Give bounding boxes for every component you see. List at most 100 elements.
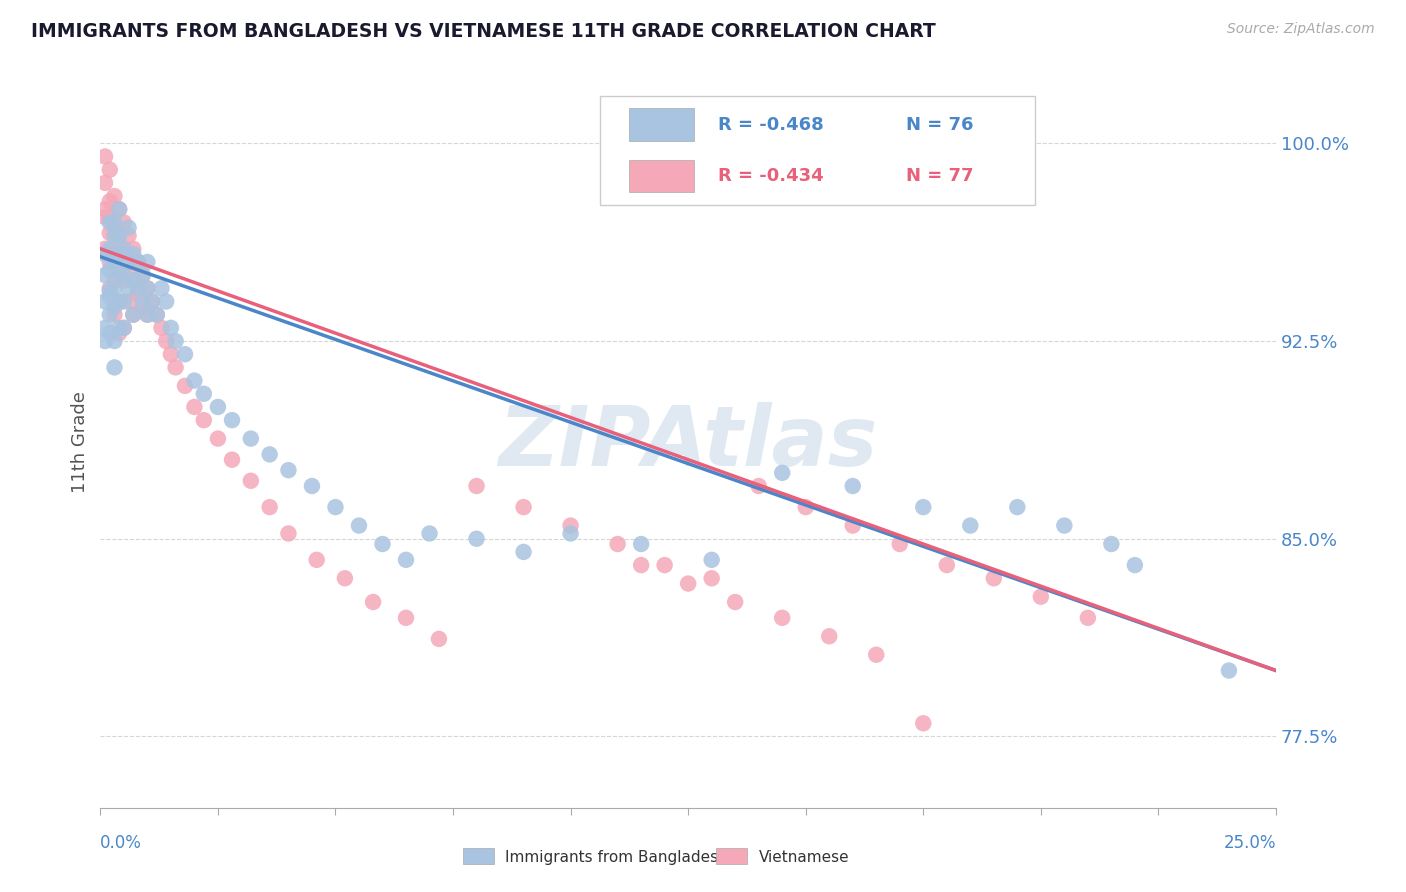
Point — [94, 210, 117, 224]
Point — [676, 576, 699, 591]
Point — [108, 321, 131, 335]
Point — [1007, 500, 1029, 515]
Point — [983, 571, 1005, 585]
Point — [770, 466, 793, 480]
Point — [305, 553, 328, 567]
Point — [183, 374, 205, 388]
Point — [794, 500, 817, 515]
Point — [108, 263, 131, 277]
Point — [94, 321, 117, 335]
Point — [700, 553, 723, 567]
Point — [1099, 537, 1122, 551]
Point — [122, 242, 145, 256]
Point — [136, 308, 159, 322]
Point — [165, 360, 187, 375]
Point — [912, 500, 935, 515]
Point — [112, 273, 135, 287]
Point — [98, 194, 121, 209]
Point — [108, 294, 131, 309]
Point — [259, 447, 281, 461]
Point — [117, 255, 139, 269]
Point — [94, 202, 117, 217]
Point — [1077, 611, 1099, 625]
Point — [146, 308, 169, 322]
Point — [98, 210, 121, 224]
Point — [131, 300, 153, 314]
Point — [98, 281, 121, 295]
Point — [141, 294, 163, 309]
Point — [98, 284, 121, 298]
Point — [112, 294, 135, 309]
Point — [193, 413, 215, 427]
Point — [141, 294, 163, 309]
Point — [630, 537, 652, 551]
Point — [277, 463, 299, 477]
Point — [131, 294, 153, 309]
Point — [1218, 664, 1240, 678]
Point — [325, 500, 347, 515]
Point — [865, 648, 887, 662]
Point — [98, 242, 121, 256]
Text: N = 76: N = 76 — [905, 116, 973, 134]
Point — [155, 294, 177, 309]
Point — [117, 220, 139, 235]
Text: R = -0.468: R = -0.468 — [717, 116, 824, 134]
Point — [606, 537, 628, 551]
Point — [127, 255, 149, 269]
Point — [103, 273, 125, 287]
Point — [117, 294, 139, 309]
Text: Immigrants from Bangladesh: Immigrants from Bangladesh — [505, 850, 728, 865]
Point — [117, 281, 139, 295]
Point — [418, 526, 440, 541]
Point — [136, 308, 159, 322]
FancyBboxPatch shape — [630, 160, 695, 193]
Text: ZIPAtlas: ZIPAtlas — [499, 402, 877, 483]
Point — [127, 286, 149, 301]
Point — [94, 334, 117, 348]
Point — [103, 255, 125, 269]
Point — [512, 500, 534, 515]
Point — [333, 571, 356, 585]
Point — [465, 532, 488, 546]
Point — [301, 479, 323, 493]
Point — [371, 537, 394, 551]
Point — [1029, 590, 1052, 604]
Point — [103, 215, 125, 229]
Point — [221, 413, 243, 427]
Point — [748, 479, 770, 493]
Point — [842, 479, 865, 493]
Point — [654, 558, 676, 573]
Point — [174, 347, 197, 361]
Text: Source: ZipAtlas.com: Source: ZipAtlas.com — [1227, 22, 1375, 37]
Point — [150, 281, 173, 295]
Point — [512, 545, 534, 559]
Text: Vietnamese: Vietnamese — [758, 850, 849, 865]
Point — [108, 294, 131, 309]
Point — [1053, 518, 1076, 533]
Point — [103, 308, 125, 322]
Point — [94, 247, 117, 261]
Point — [150, 321, 173, 335]
Point — [112, 321, 135, 335]
Text: R = -0.434: R = -0.434 — [717, 167, 823, 185]
Point — [122, 273, 145, 287]
Point — [465, 479, 488, 493]
Text: N = 77: N = 77 — [905, 167, 973, 185]
Point — [347, 518, 370, 533]
FancyBboxPatch shape — [630, 109, 695, 141]
Point — [103, 189, 125, 203]
Point — [127, 255, 149, 269]
Point — [108, 228, 131, 243]
Point — [560, 518, 582, 533]
Point — [103, 247, 125, 261]
Point — [277, 526, 299, 541]
Point — [94, 242, 117, 256]
Point — [108, 236, 131, 251]
Point — [98, 289, 121, 303]
Point — [174, 379, 197, 393]
Point — [112, 268, 135, 282]
Text: IMMIGRANTS FROM BANGLADESH VS VIETNAMESE 11TH GRADE CORRELATION CHART: IMMIGRANTS FROM BANGLADESH VS VIETNAMESE… — [31, 22, 935, 41]
Point — [112, 242, 135, 256]
Point — [103, 220, 125, 235]
Point — [108, 326, 131, 340]
